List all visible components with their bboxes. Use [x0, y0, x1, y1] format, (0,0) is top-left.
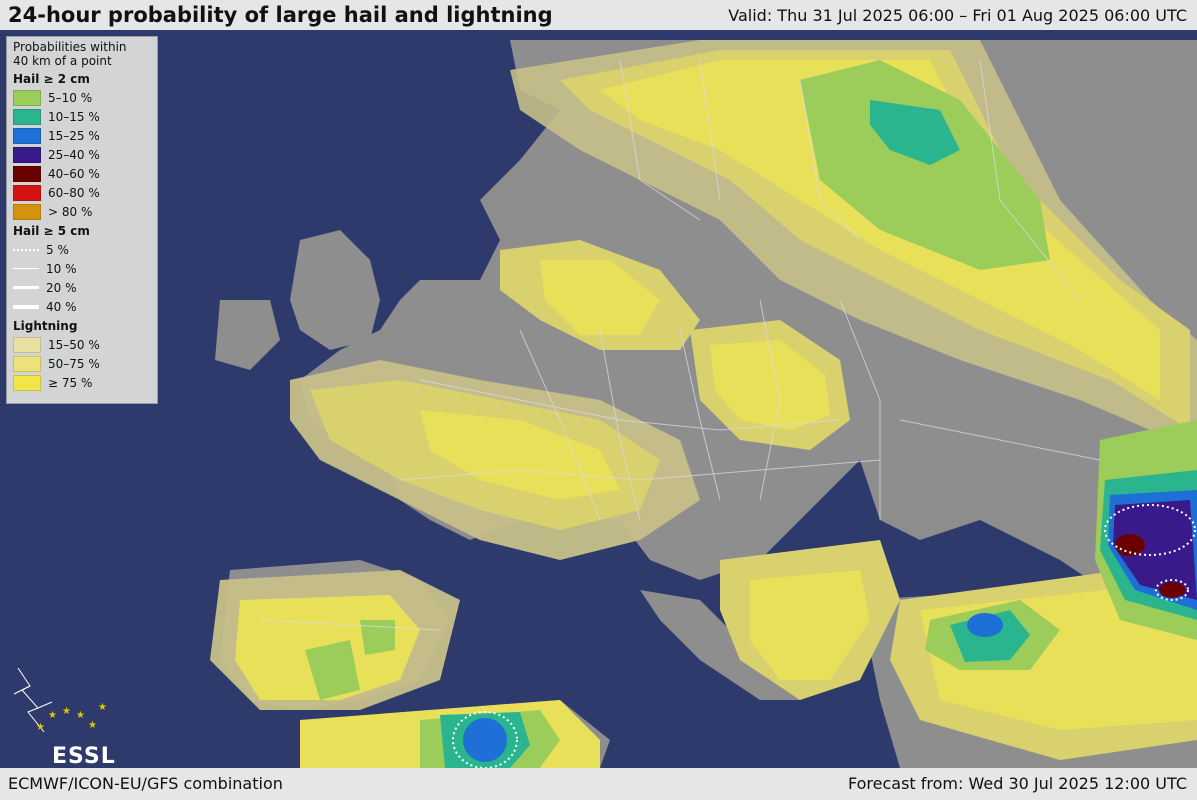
essl-logo-text: ESSL	[52, 744, 116, 769]
svg-text:★: ★	[88, 720, 97, 731]
swatch-lightning-high	[13, 374, 41, 391]
swatch-60-80	[13, 184, 41, 201]
essl-logo-icon: ★ ★ ★ ★ ★ ★	[13, 668, 107, 733]
legend-heading-line2: 40 km of a point	[13, 54, 112, 68]
svg-text:★: ★	[36, 722, 45, 733]
model-source: ECMWF/ICON-EU/GFS combination	[8, 774, 283, 793]
svg-text:★: ★	[76, 710, 85, 721]
legend-item: 5 %	[13, 240, 151, 259]
line-thin	[13, 268, 39, 269]
legend-item: > 80 %	[13, 202, 151, 221]
legend-item: 10 %	[13, 259, 151, 278]
legend-item: 40 %	[13, 297, 151, 316]
legend-item: 40–60 %	[13, 164, 151, 183]
hail5-contours	[452, 504, 1196, 768]
legend-heading-line1: Probabilities within	[13, 40, 127, 54]
swatch-lightning-mid	[13, 355, 41, 372]
line-thick	[13, 304, 39, 309]
svg-text:★: ★	[48, 710, 57, 721]
swatch-5-10	[13, 89, 41, 106]
map-canvas	[0, 30, 1197, 768]
valid-period: Valid: Thu 31 Jul 2025 06:00 – Fri 01 Au…	[728, 6, 1187, 25]
legend-item: 5–10 %	[13, 88, 151, 107]
legend-item: 60–80 %	[13, 183, 151, 202]
legend-item: 15–50 %	[13, 335, 151, 354]
swatch-15-25	[13, 127, 41, 144]
swatch-gt80	[13, 203, 41, 220]
svg-text:★: ★	[98, 702, 107, 713]
legend-hail2-title: Hail ≥ 2 cm	[13, 72, 90, 86]
footer-bar: ECMWF/ICON-EU/GFS combination Forecast f…	[0, 768, 1197, 800]
legend-item: 10–15 %	[13, 107, 151, 126]
swatch-10-15	[13, 108, 41, 125]
swatch-40-60	[13, 165, 41, 182]
britain	[290, 230, 380, 350]
swatch-lightning-low	[13, 336, 41, 353]
swatch-25-40	[13, 146, 41, 163]
header-bar: 24-hour probability of large hail and li…	[0, 0, 1197, 30]
map-title: 24-hour probability of large hail and li…	[8, 3, 553, 27]
legend-item: 25–40 %	[13, 145, 151, 164]
legend-item: ≥ 75 %	[13, 373, 151, 392]
line-dotted	[13, 248, 39, 251]
ireland	[215, 300, 280, 370]
legend-heading: Probabilities within 40 km of a point	[13, 40, 151, 68]
hail-zones	[305, 60, 1197, 768]
legend-lightning-title: Lightning	[13, 319, 78, 333]
svg-text:★: ★	[62, 706, 71, 717]
legend-item: 20 %	[13, 278, 151, 297]
line-medium	[13, 286, 39, 289]
legend-panel: Probabilities within 40 km of a point Ha…	[6, 36, 158, 404]
legend-item: 50–75 %	[13, 354, 151, 373]
probability-map[interactable]	[0, 30, 1197, 768]
forecast-time: Forecast from: Wed 30 Jul 2025 12:00 UTC	[847, 774, 1187, 793]
legend-item: 15–25 %	[13, 126, 151, 145]
country-borders	[259, 59, 1101, 631]
legend-hail5-title: Hail ≥ 5 cm	[13, 224, 90, 238]
